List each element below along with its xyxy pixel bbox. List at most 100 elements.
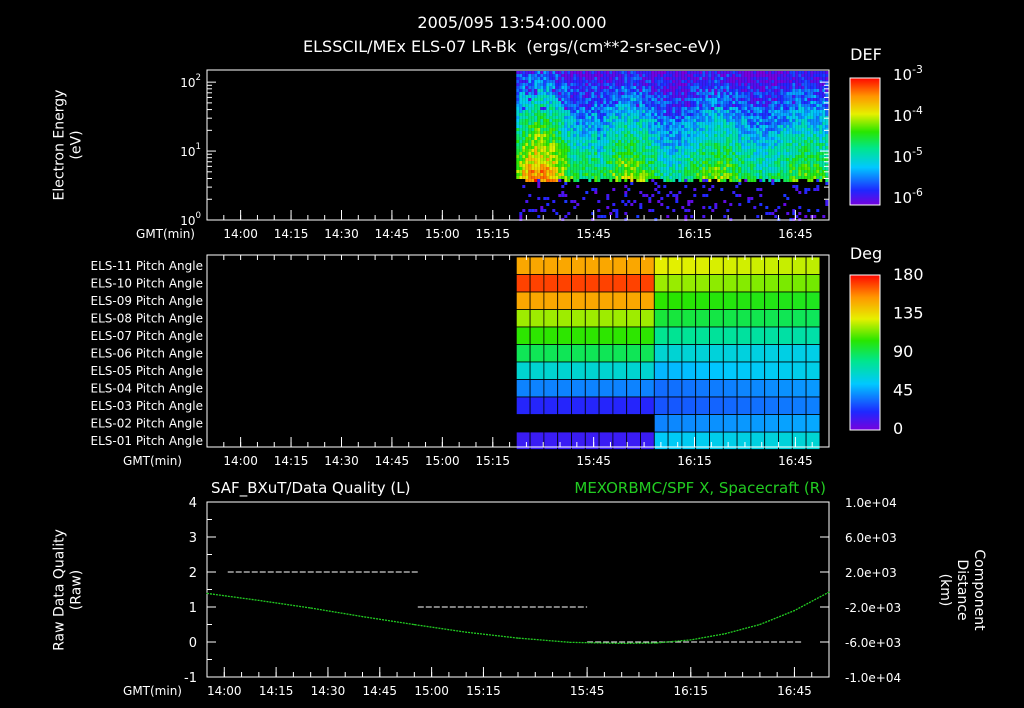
spectrogram-cell bbox=[648, 107, 652, 110]
spectrogram-cell bbox=[570, 110, 574, 113]
spectrogram-cell bbox=[687, 152, 691, 155]
spectrogram-cell bbox=[579, 95, 583, 98]
energy-x-axis-label: GMT(min) bbox=[136, 227, 195, 241]
spectrogram-cell bbox=[570, 140, 574, 143]
spectrogram-cell bbox=[684, 149, 688, 152]
spectrogram-cell bbox=[822, 155, 826, 158]
deg-colorbar-band bbox=[850, 341, 880, 343]
spectrogram-cell bbox=[576, 77, 580, 80]
spectrogram-cell bbox=[729, 116, 733, 119]
spectrogram-cell bbox=[765, 158, 769, 161]
deg-colorbar-band bbox=[850, 279, 880, 281]
spectrogram-cell bbox=[591, 110, 595, 113]
spectrogram-cell bbox=[636, 95, 640, 98]
spectrogram-cell bbox=[735, 149, 739, 152]
spectrogram-cell bbox=[699, 131, 703, 134]
spectrogram-cell bbox=[825, 86, 829, 89]
spectrogram-cell bbox=[681, 155, 685, 158]
spectrogram-cell bbox=[633, 173, 637, 176]
spectrogram-cell bbox=[576, 152, 580, 155]
spectrogram-cell bbox=[552, 209, 556, 212]
spectrogram-cell bbox=[603, 215, 607, 218]
spectrogram-cell bbox=[549, 155, 553, 158]
spectrogram-cell bbox=[759, 143, 763, 146]
spectrogram-cell bbox=[555, 155, 559, 158]
spectrogram-cell bbox=[816, 137, 820, 140]
spectrogram-cell bbox=[582, 116, 586, 119]
spectrogram-cell bbox=[537, 89, 541, 92]
spectrogram-cell bbox=[747, 164, 751, 167]
spectrogram-cell bbox=[732, 152, 736, 155]
spectrogram-cell bbox=[585, 173, 589, 176]
spectrogram-cell bbox=[672, 98, 676, 101]
spectrogram-cell bbox=[534, 134, 538, 137]
spectrogram-cell bbox=[606, 89, 610, 92]
spectrogram-cell bbox=[615, 80, 619, 83]
spectrogram-cell bbox=[705, 161, 709, 164]
pitch-angle-cell bbox=[722, 309, 738, 328]
spectrogram-cell bbox=[633, 116, 637, 119]
spectrogram-cell bbox=[750, 74, 754, 77]
spectrogram-cell bbox=[627, 92, 631, 95]
spectrogram-cell bbox=[786, 86, 790, 89]
spectrogram-cell bbox=[777, 98, 781, 101]
spectrogram-cell bbox=[522, 95, 526, 98]
spectrogram-cell bbox=[687, 131, 691, 134]
spectrogram-cell bbox=[531, 104, 535, 107]
spectrogram-cell bbox=[663, 131, 667, 134]
spectrogram-cell bbox=[699, 89, 703, 92]
spectrogram-cell bbox=[681, 134, 685, 137]
spectrogram-cell bbox=[573, 173, 577, 176]
spectrogram-cell bbox=[618, 125, 622, 128]
spectrogram-cell bbox=[690, 149, 694, 152]
def-colorbar-band bbox=[850, 83, 880, 85]
spectrogram-cell bbox=[624, 173, 628, 176]
spectrogram-cell bbox=[714, 140, 718, 143]
pitch-angle-cell bbox=[557, 274, 572, 293]
spectrogram-cell bbox=[777, 134, 781, 137]
spectrogram-cell bbox=[660, 155, 664, 158]
spectrogram-cell bbox=[774, 179, 778, 182]
spectrogram-cell bbox=[537, 80, 541, 83]
spectrogram-cell bbox=[600, 71, 604, 74]
spectrogram-cell bbox=[633, 134, 637, 137]
deg-colorbar-band bbox=[850, 324, 880, 326]
pitch-row-label: ELS-04 Pitch Angle bbox=[91, 382, 203, 396]
spectrogram-cell bbox=[801, 89, 805, 92]
quality-left-title: SAF_BXuT/Data Quality (L) bbox=[211, 479, 411, 498]
spectrogram-cell bbox=[813, 74, 817, 77]
spectrogram-cell bbox=[777, 92, 781, 95]
deg-colorbar-band bbox=[850, 294, 880, 296]
spectrogram-cell bbox=[741, 113, 745, 116]
spectrogram-cell bbox=[516, 86, 520, 89]
spectrogram-cell bbox=[558, 86, 562, 89]
spectrogram-cell bbox=[525, 74, 529, 77]
spectrogram-cell bbox=[519, 71, 523, 74]
spectrogram-cell bbox=[690, 155, 694, 158]
spectrogram-cell bbox=[723, 152, 727, 155]
spectrogram-cell bbox=[714, 98, 718, 101]
spectrogram-cell bbox=[777, 110, 781, 113]
pitch-row-label: ELS-10 Pitch Angle bbox=[91, 277, 203, 291]
spectrogram-cell bbox=[591, 80, 595, 83]
spectrogram-cell bbox=[807, 86, 811, 89]
pitch-angle-cell bbox=[653, 396, 669, 415]
spectrogram-cell bbox=[549, 71, 553, 74]
spectrogram-cell bbox=[714, 80, 718, 83]
spectrogram-cell bbox=[648, 95, 652, 98]
spectrogram-cell bbox=[744, 116, 748, 119]
spectrogram-cell bbox=[747, 167, 751, 170]
spectrogram-cell bbox=[750, 197, 754, 200]
spectrogram-cell bbox=[771, 137, 775, 140]
spectrogram-cell bbox=[774, 107, 778, 110]
spectrogram-cell bbox=[669, 116, 673, 119]
spectrogram-cell bbox=[672, 179, 676, 182]
spectrogram-cell bbox=[537, 104, 541, 107]
spectrogram-cell bbox=[714, 206, 718, 209]
spectrogram-cell bbox=[687, 80, 691, 83]
spectrogram-cell bbox=[792, 95, 796, 98]
spectrogram-cell bbox=[555, 149, 559, 152]
spectrogram-cell bbox=[738, 119, 742, 122]
spectrogram-cell bbox=[543, 71, 547, 74]
quality-y-axis-label: Raw Data Quality(Raw) bbox=[52, 529, 85, 651]
